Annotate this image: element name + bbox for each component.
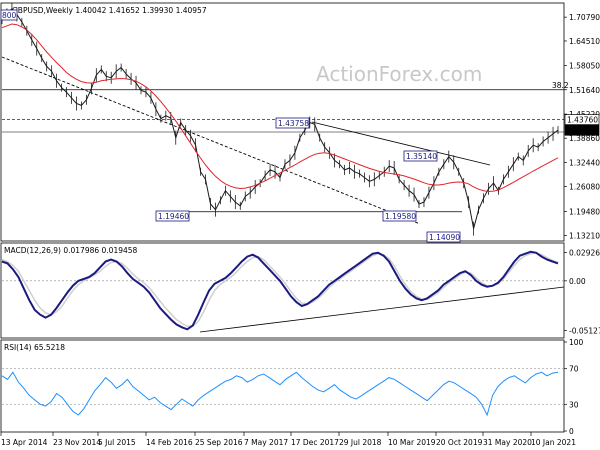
price-header: GBPUSD,Weekly 1.40042 1.41652 1.39930 1.… <box>12 6 207 15</box>
annotation-box <box>275 117 310 129</box>
x-tick-label: 29 Jul 2018 <box>339 438 382 447</box>
x-tick-label: 5 Jul 2015 <box>98 438 136 447</box>
price-y-label: 1.13210 <box>569 231 600 240</box>
annotation-label: 1.14090 <box>429 233 460 242</box>
x-tick-label: 23 Nov 2014 <box>53 438 101 447</box>
price-y-label: 1.51640 <box>569 86 600 95</box>
rsi-series-group <box>1 368 564 417</box>
price-y-label: 1.32440 <box>569 159 600 168</box>
ohlc-low: 1.39930 <box>142 6 173 15</box>
price-badge-box <box>564 114 600 125</box>
rsi-y-label: 100 <box>569 338 584 347</box>
left-badge-box <box>0 9 18 21</box>
left-badge-label: 800 <box>2 11 17 20</box>
macd-panel-frame <box>0 242 565 339</box>
price-title-name: GBPUSD,Weekly <box>12 6 74 15</box>
price-badge-label: 1.43760 <box>567 116 598 125</box>
rsi-y-label: 0 <box>569 427 574 436</box>
x-tick-label: 31 May 2020 <box>483 438 532 447</box>
x-tick-label: 10 Mar 2019 <box>388 438 436 447</box>
rsi-y-label: 30 <box>569 400 579 409</box>
macd-y-axis: 0.029261 0.00 -0.051279 <box>564 249 600 335</box>
rsi-y-axis: 100 70 30 0 <box>564 338 584 436</box>
rsi-title: RSI(14) 65.5218 <box>4 343 65 352</box>
macd-trendline <box>199 286 565 333</box>
price-y-axis: 1.707901.645101.580501.516401.452201.388… <box>564 13 600 240</box>
ohlc-high: 1.41652 <box>109 6 140 15</box>
macd-y-label: -0.051279 <box>569 326 600 335</box>
rsi-y-label: 70 <box>569 365 579 374</box>
annotation-box <box>426 231 461 243</box>
price-y-label: 1.58050 <box>569 61 600 70</box>
price-panel-frame <box>0 2 565 242</box>
price-y-label: 1.70790 <box>569 13 600 22</box>
annotation-box <box>155 210 190 222</box>
price-y-label: 1.38860 <box>569 134 600 143</box>
dashed-trendline <box>1 56 421 225</box>
macd-y-label: 0.00 <box>569 277 586 286</box>
x-tick-label: 17 Dec 2017 <box>291 438 339 447</box>
annotation-label: 1.43758 <box>278 119 309 128</box>
price-title: GBPUSD,Weekly 1.40042 1.41652 1.39930 1.… <box>12 6 207 15</box>
annotation-box <box>382 210 417 222</box>
price-annotations: 1.43758 1.35140 1.19460 1.19580 1.14090 800 <box>0 9 461 243</box>
x-tick-label: 25 Sep 2016 <box>195 438 243 447</box>
x-tick-label: 20 Oct 2019 <box>436 438 483 447</box>
price-y-label: 1.19480 <box>569 208 600 217</box>
rsi-panel-frame <box>0 339 565 433</box>
price-y-label: 1.64510 <box>569 37 600 46</box>
rsi-line <box>1 371 559 417</box>
macd-title: MACD(12,26,9) 0.017986 0.019458 <box>4 246 138 255</box>
annotation-label: 1.19580 <box>385 212 416 221</box>
annotation-label: 1.35140 <box>406 152 437 161</box>
x-tick-label: 10 Jan 2021 <box>531 438 576 447</box>
ohlc-close: 1.40957 <box>176 6 207 15</box>
ohlc-open: 1.40042 <box>75 6 106 15</box>
x-tick-label: 13 Apr 2014 <box>1 438 48 447</box>
macd-y-label: 0.029261 <box>569 249 600 258</box>
moving-average-line <box>1 23 559 193</box>
macd-series-group <box>1 250 565 333</box>
falling-trendline <box>311 121 491 166</box>
annotation-box <box>403 150 438 162</box>
price-badge-label: 1.40957 <box>567 126 598 135</box>
x-tick-label: 14 Feb 2016 <box>146 438 193 447</box>
watermark-text: ActionForex.com <box>316 62 482 86</box>
price-y-label: 1.26080 <box>569 183 600 192</box>
price-badge-box <box>564 124 600 136</box>
annotation-label: 1.19460 <box>158 212 189 221</box>
macd-line <box>1 250 559 331</box>
x-tick-label: 7 May 2017 <box>244 438 288 447</box>
fib-label: 38.2 <box>552 81 569 90</box>
